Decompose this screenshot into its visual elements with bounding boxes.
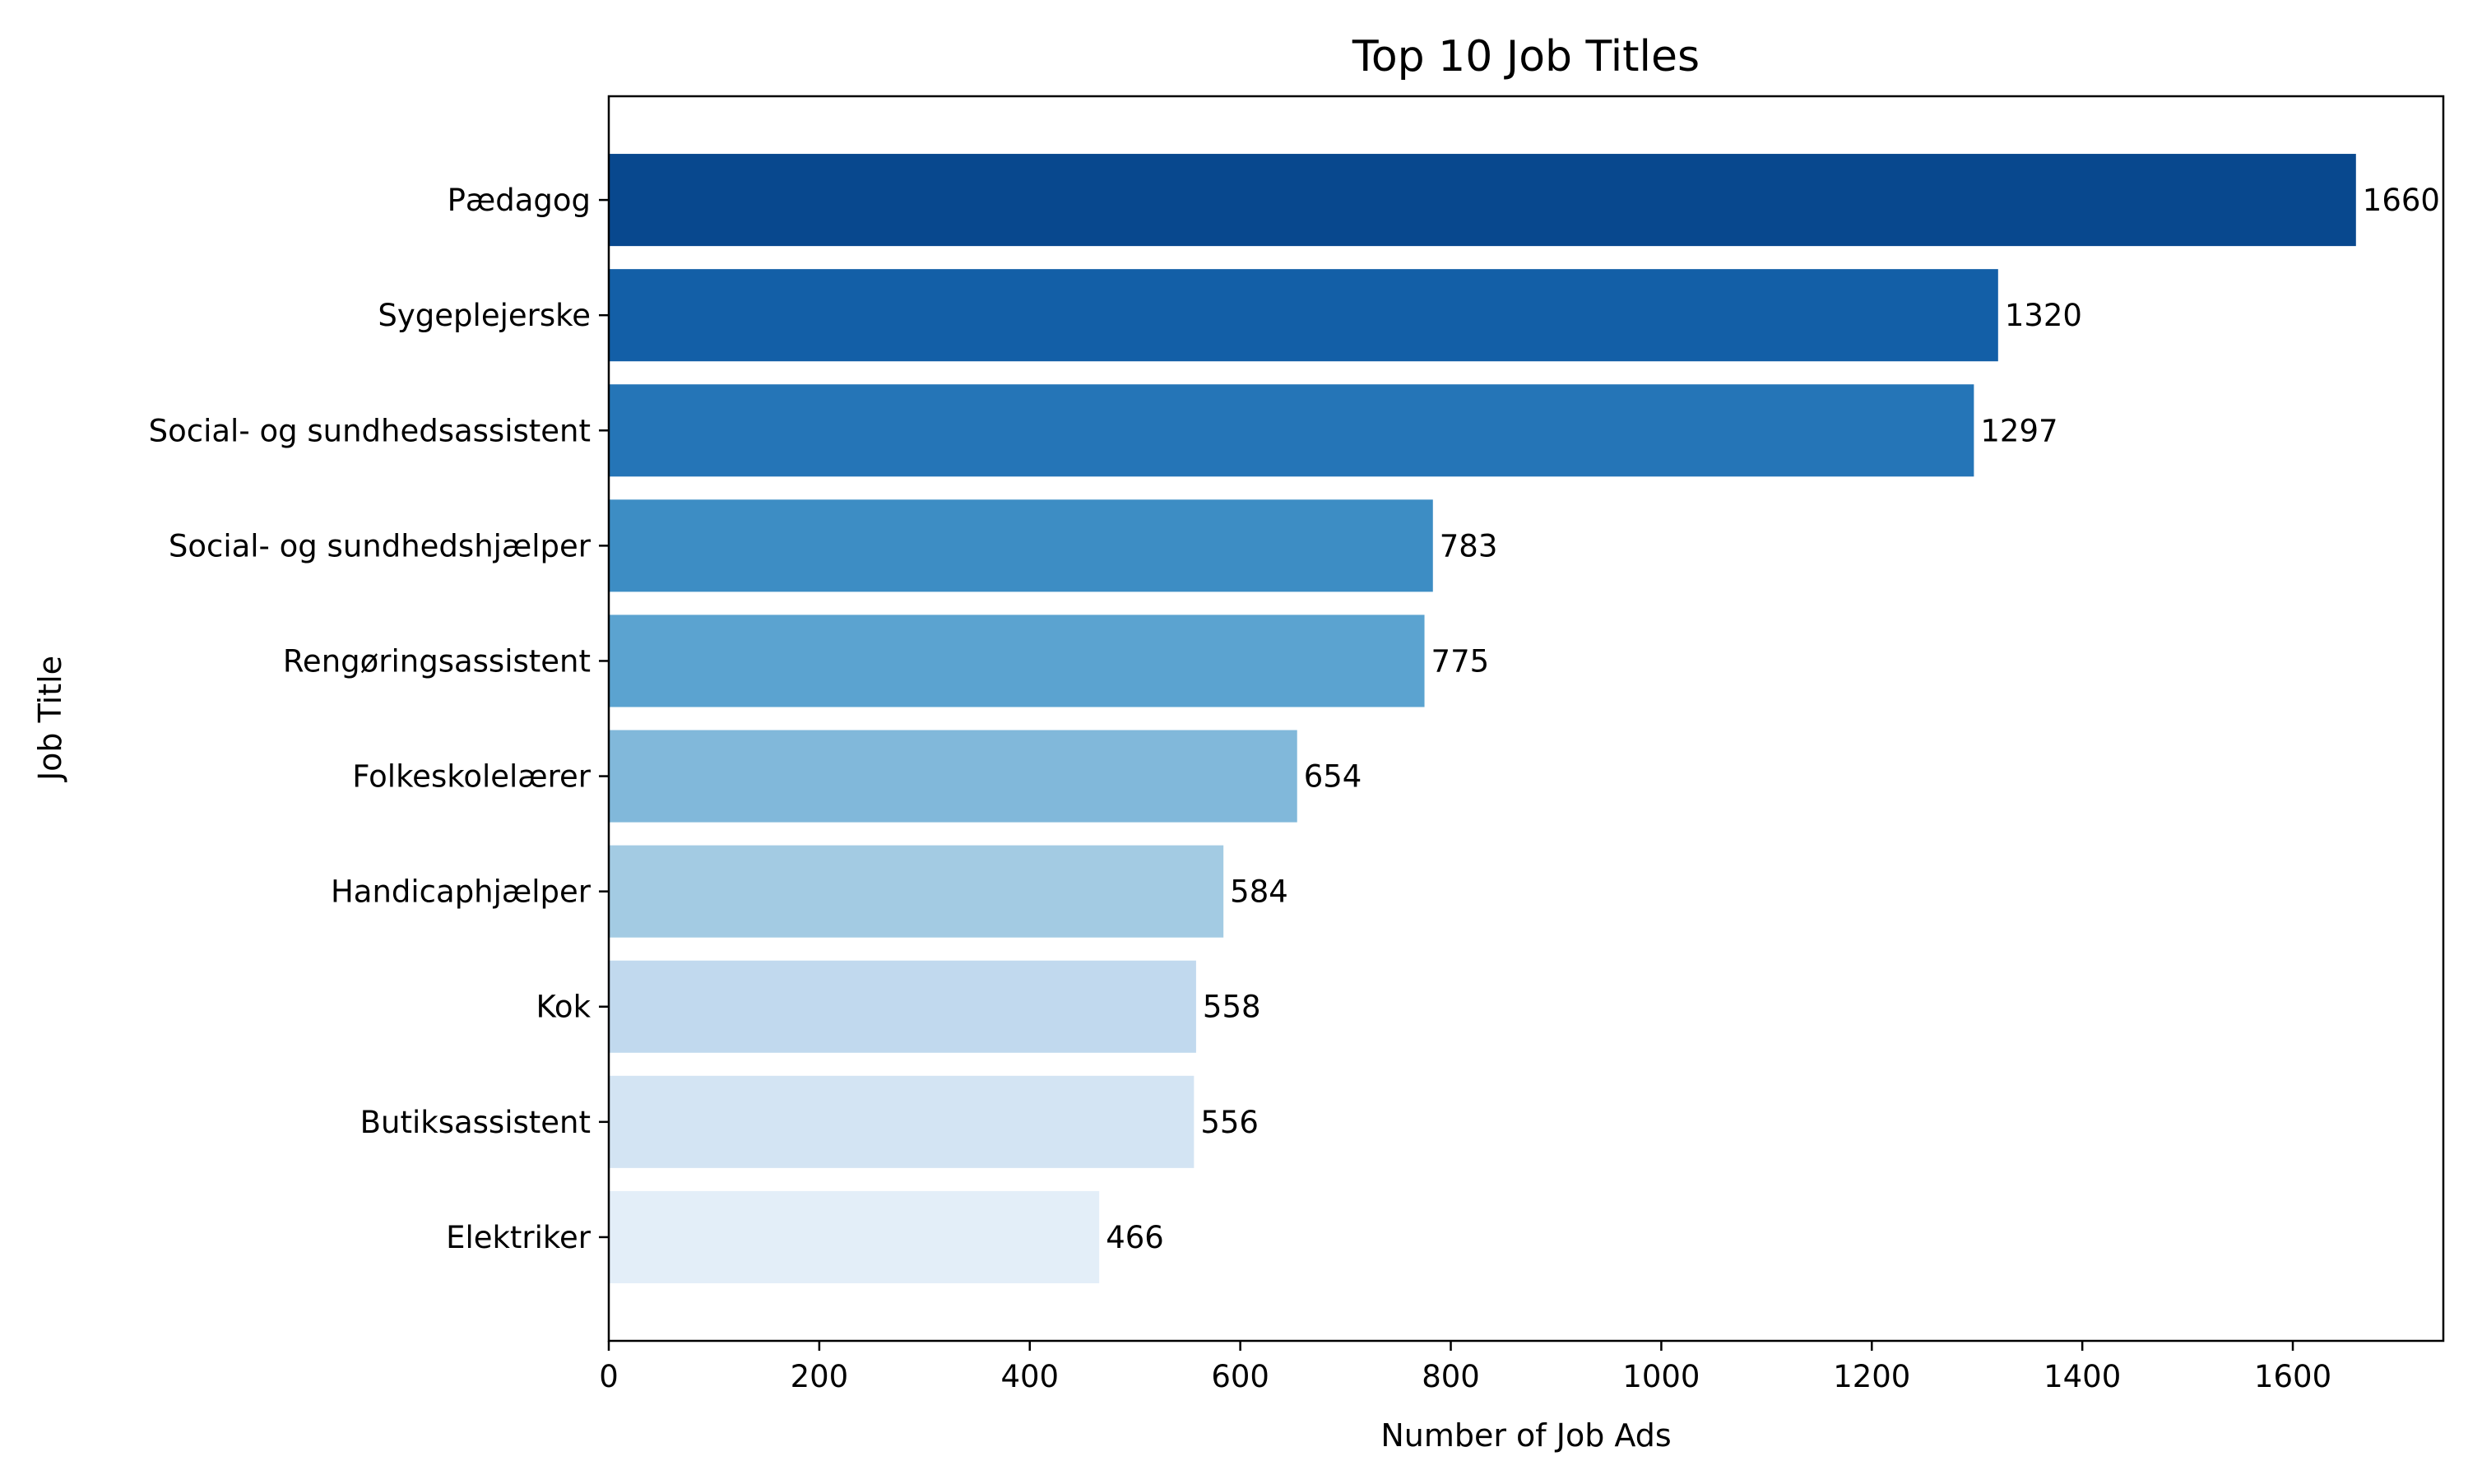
- x-tick-label: 1400: [2044, 1359, 2121, 1394]
- x-axis-label: Number of Job Ads: [1380, 1417, 1671, 1454]
- data-label: 1660: [2363, 183, 2440, 218]
- y-tick-label: Elektriker: [446, 1220, 591, 1255]
- data-label: 654: [1304, 759, 1362, 795]
- plot-frame: [607, 95, 2445, 1343]
- x-tick-label: 1600: [2254, 1359, 2331, 1394]
- x-tick-label: 400: [1000, 1359, 1059, 1394]
- y-tick-label: Pædagog: [448, 183, 591, 218]
- x-tick-label: 200: [791, 1359, 849, 1394]
- bars-layer: [609, 154, 2356, 1283]
- bar: [609, 499, 1433, 592]
- y-tick-label: Social- og sundhedshjælper: [169, 528, 591, 563]
- x-tick-label: 1200: [1833, 1359, 1910, 1394]
- data-label: 775: [1431, 643, 1490, 679]
- ticks-layer: Pædagog Sygeplejerske Social- og sundhedsa…: [149, 183, 2331, 1394]
- x-tick-label: 1000: [1622, 1359, 1700, 1394]
- data-label: 1320: [2005, 298, 2082, 333]
- data-label: 584: [1230, 874, 1288, 910]
- bar: [609, 1190, 1100, 1283]
- value-labels-layer: 1660 1320 1297 783 775 654 584 558 556 466: [1106, 183, 2440, 1255]
- x-tick-label: 600: [1211, 1359, 1269, 1394]
- y-tick-label: Folkeskolelærer: [352, 759, 591, 795]
- bar: [609, 269, 1998, 362]
- data-label: 1297: [1980, 413, 2057, 448]
- bar: [609, 384, 1974, 477]
- x-tick-label: 0: [599, 1359, 619, 1394]
- y-tick-label: Kok: [536, 990, 591, 1025]
- data-label: 558: [1203, 990, 1261, 1025]
- bar: [609, 960, 1196, 1053]
- y-tick-label: Butiksassistent: [360, 1105, 591, 1140]
- data-label: 783: [1440, 528, 1498, 563]
- y-axis-label: Job Title: [32, 656, 68, 782]
- bar: [609, 730, 1297, 823]
- y-tick-label: Social- og sundhedsassistent: [149, 413, 591, 448]
- bar: [609, 154, 2356, 247]
- bar: [609, 614, 1425, 707]
- chart-title: Top 10 Job Titles: [1352, 32, 1700, 81]
- data-label: 466: [1106, 1220, 1164, 1255]
- y-tick-label: Handicaphjælper: [331, 874, 591, 910]
- y-tick-label: Rengøringsassistent: [283, 643, 591, 679]
- y-tick-label: Sygeplejerske: [378, 298, 591, 333]
- data-label: 556: [1200, 1105, 1259, 1140]
- x-tick-label: 800: [1422, 1359, 1480, 1394]
- bar: [609, 845, 1224, 938]
- bar: [609, 1075, 1195, 1168]
